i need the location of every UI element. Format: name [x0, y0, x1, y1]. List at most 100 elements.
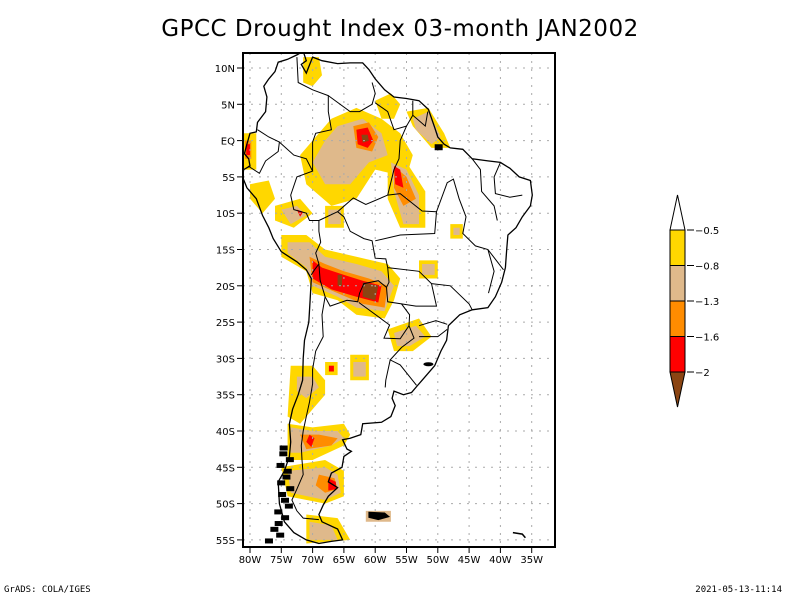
longitude-axis: 80W 75W 70W 65W 60W 55W 50W 45W 40W 35W — [239, 547, 543, 566]
drought-area-acre — [328, 209, 341, 225]
country-border — [412, 111, 429, 128]
drought-area-rio-grande — [394, 325, 426, 347]
chile-island — [276, 462, 285, 468]
map-title: GPCC Drought Index 03-month JAN2002 — [161, 16, 639, 42]
legend-swatch — [669, 336, 686, 373]
legend-swatch — [669, 300, 686, 337]
footer-timestamp: 2021-05-13-11:14 — [695, 585, 782, 595]
country-border — [493, 162, 523, 198]
drought-area-guyana — [375, 93, 401, 119]
legend-label: −1.3 — [695, 297, 719, 308]
lon-tick-label: 40W — [489, 555, 512, 566]
lat-tick-label: 5S — [222, 173, 235, 184]
drought-area-minas — [422, 264, 435, 275]
chile-island — [278, 491, 287, 497]
lon-tick-label: 35W — [520, 555, 543, 566]
lat-tick-label: 30S — [216, 354, 235, 365]
drought-area-peru-central — [281, 205, 307, 225]
lat-tick-label: 10N — [215, 64, 235, 75]
lon-tick-label: 60W — [364, 555, 387, 566]
lat-tick-label: 55S — [216, 536, 235, 547]
lon-tick-label: 45W — [458, 555, 481, 566]
drought-area-goias — [453, 227, 460, 235]
falkland-islands — [368, 511, 391, 521]
drought-area-bolivia-paraguay — [362, 282, 379, 301]
lat-tick-label: 45S — [216, 463, 235, 474]
chile-island — [286, 486, 295, 492]
drought-area-venezuela-north — [303, 57, 322, 87]
drought-fills — [243, 57, 463, 544]
legend-swatch — [669, 229, 686, 266]
country-border — [296, 57, 332, 172]
legend-bottom-arrow — [669, 371, 686, 408]
drought-area-bolivia-paraguay — [337, 274, 342, 286]
country-border — [387, 125, 407, 196]
country-border — [318, 263, 387, 307]
lat-tick-label: 25S — [216, 318, 235, 329]
lat-tick-label: 5N — [221, 100, 235, 111]
legend-label: −0.5 — [695, 226, 719, 237]
country-border — [387, 267, 438, 307]
lat-tick-label: 20S — [216, 282, 235, 293]
chile-island — [281, 515, 290, 521]
lat-tick-label: 15S — [216, 246, 235, 257]
drought-area-peru-north — [250, 180, 275, 214]
chile-island — [281, 497, 290, 503]
lagoa-dos-patos — [423, 362, 434, 367]
coastline — [243, 53, 533, 545]
chile-island — [277, 480, 286, 486]
drought-area-cordoba — [328, 365, 334, 372]
marajo-island — [434, 144, 443, 151]
country-border — [418, 320, 448, 327]
chile-island — [274, 521, 283, 527]
lon-tick-label: 80W — [239, 555, 262, 566]
footer-credit: GrADS: COLA/IGES — [4, 585, 91, 595]
country-border — [384, 359, 391, 388]
country-border — [374, 100, 414, 131]
latitude-axis: 10N 5N EQ 5S 10S 15S 20S 25S 30S 35S 40S 45S 50S 55S — [215, 64, 243, 547]
south-georgia — [512, 531, 526, 539]
map-frame — [242, 52, 556, 548]
chile-island — [276, 532, 285, 538]
drought-area-argentina-north — [353, 362, 366, 377]
chile-island — [282, 474, 291, 480]
chile-island — [279, 451, 288, 457]
chile-island — [283, 468, 292, 474]
lon-tick-label: 70W — [301, 555, 324, 566]
country-border — [389, 325, 417, 386]
chile-island — [279, 445, 288, 451]
lon-tick-label: 65W — [333, 555, 356, 566]
country-border — [318, 211, 390, 288]
country-border — [291, 296, 326, 521]
country-border — [471, 158, 498, 221]
legend-top-arrow — [669, 194, 686, 231]
legend-swatch — [669, 265, 686, 302]
legend-label: −1.6 — [695, 333, 719, 344]
lat-tick-label: 50S — [216, 500, 235, 511]
drought-area-amapa-para — [412, 111, 441, 145]
country-border — [419, 329, 448, 338]
country-border — [375, 178, 504, 271]
chile-island — [285, 457, 294, 463]
chile-island — [264, 538, 273, 544]
lon-tick-label: 55W — [395, 555, 418, 566]
lat-tick-label: EQ — [221, 137, 235, 148]
lon-tick-label: 75W — [270, 555, 293, 566]
lat-tick-label: 40S — [216, 427, 235, 438]
country-border — [247, 129, 280, 175]
country-border — [487, 249, 495, 294]
lat-tick-label: 10S — [216, 209, 235, 220]
legend-label: −2 — [695, 368, 710, 379]
color-legend: −0.5 −0.8 −1.3 −1.6 −2 — [669, 194, 719, 408]
chile-island — [274, 509, 283, 515]
lat-tick-label: 35S — [216, 391, 235, 402]
coastline-and-borders — [243, 53, 533, 545]
country-border — [431, 283, 473, 311]
chile-island — [284, 503, 293, 509]
drought-area-para-south — [394, 166, 404, 188]
country-border — [279, 141, 322, 276]
chile-island — [270, 526, 279, 532]
drought-area-ecuador-coast — [246, 144, 250, 156]
country-border — [328, 82, 376, 113]
